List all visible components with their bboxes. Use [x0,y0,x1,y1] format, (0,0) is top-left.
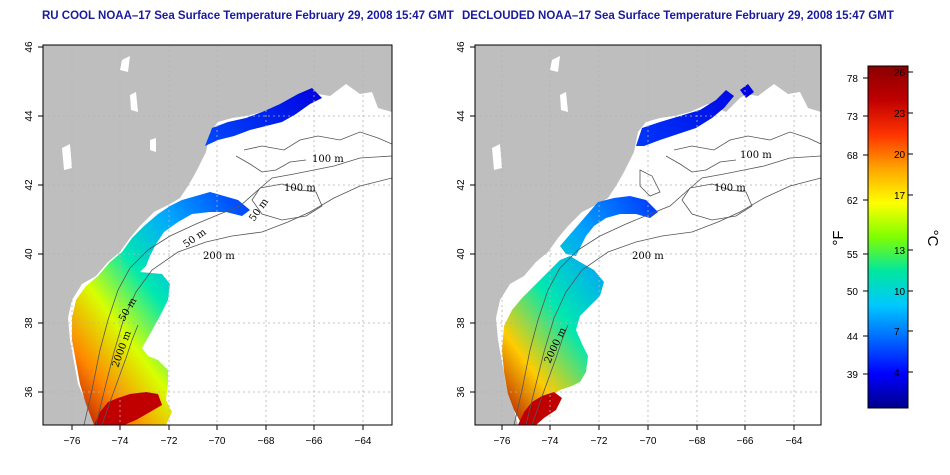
land-mass [43,45,392,425]
fahrenheit-tick-label: 50 [847,287,859,298]
y-tick-label: 46 [456,41,467,53]
fahrenheit-tick-label: 78 [847,74,859,85]
left-x-axis [71,425,364,430]
contour-label: 100 m [312,154,344,165]
right-panel-title: DECLOUDED NOAA–17 Sea Surface Temperatur… [462,10,894,22]
gulf-stream-warm-area [518,392,562,425]
contour-label: 100 m [740,150,772,161]
lake [150,138,156,152]
y-tick-label: 36 [456,386,467,398]
x-tick-label: −66 [306,436,323,447]
lake [120,56,130,72]
y-tick-label: 40 [456,248,467,260]
contour-label: 100 m [714,183,746,194]
right-x-axis [501,425,795,430]
x-tick-label: −76 [64,436,81,447]
lake [550,56,560,72]
x-tick-label: −68 [258,436,275,447]
x-tick-label: −74 [542,436,559,447]
fahrenheit-tick-label: 39 [847,370,859,381]
colorbar-scale [867,65,909,409]
left-y-axis [38,46,43,393]
celsius-unit-label: °C [924,230,941,247]
left-map-panel: 100 m 100 m 50 m 200 m 50 m 2000 m 50 m … [24,41,393,447]
celsius-tick-label: 20 [894,150,906,161]
y-tick-label: 42 [24,179,35,191]
grid-lines [475,45,821,425]
fahrenheit-unit-label: °F [830,230,847,245]
fahrenheit-tick-label: 62 [847,196,859,207]
bathymetry-contours [513,131,821,425]
celsius-tick-label: 17 [894,191,906,202]
y-tick-label: 38 [456,317,467,329]
contour-label: 200 m [203,251,235,262]
fahrenheit-tick-label: 73 [847,112,859,123]
x-tick-label: −76 [494,436,511,447]
fahrenheit-tick-label: 55 [847,250,859,261]
celsius-tick-label: 26 [894,68,906,79]
lake [492,144,502,170]
y-tick-label: 42 [456,179,467,191]
bathymetry-contours [83,131,392,425]
x-tick-label: −64 [355,436,372,447]
fahrenheit-tick-label: 68 [847,151,859,162]
celsius-tick-label: 4 [894,368,900,379]
x-tick-label: −72 [161,436,178,447]
colorbar-ticks-celsius [908,71,913,373]
y-tick-label: 38 [24,317,35,329]
x-tick-label: −72 [591,436,608,447]
y-tick-label: 36 [24,386,35,398]
celsius-tick-label: 23 [894,109,906,120]
sst-data-swath [502,84,754,425]
x-tick-label: −68 [689,436,706,447]
y-tick-label: 46 [24,41,35,53]
celsius-tick-label: 10 [894,287,906,298]
grid-lines [43,45,392,425]
contour-label: 200 m [632,251,664,262]
fahrenheit-tick-label: 44 [847,332,859,343]
y-tick-label: 44 [24,110,35,122]
colorbar: 78 73 68 62 55 50 44 39 26 23 20 17 13 1… [830,65,941,409]
x-tick-label: −74 [112,436,129,447]
right-map-panel: 100 m 100 m 200 m 2000 m −76 −74 −72 −70… [456,41,822,447]
gulf-stream-warm-area [94,392,162,425]
x-tick-label: −64 [786,436,803,447]
sst-data-swath [72,88,322,425]
y-tick-label: 44 [456,110,467,122]
x-tick-label: −70 [640,436,657,447]
x-tick-label: −66 [737,436,754,447]
y-tick-label: 40 [24,248,35,260]
celsius-tick-label: 13 [894,246,906,257]
land-mass [475,45,821,425]
colorbar-ticks-fahrenheit [863,77,868,375]
celsius-tick-label: 7 [894,327,900,338]
land-mass-east [728,66,821,108]
lake [62,144,72,170]
x-tick-label: −70 [209,436,226,447]
land-mass-east [300,66,392,108]
left-panel-title: RU COOL NOAA–17 Sea Surface Temperature … [42,10,454,22]
right-y-axis [470,46,475,393]
lake [560,92,568,112]
contour-label: 100 m [284,183,316,194]
lake [130,92,138,112]
